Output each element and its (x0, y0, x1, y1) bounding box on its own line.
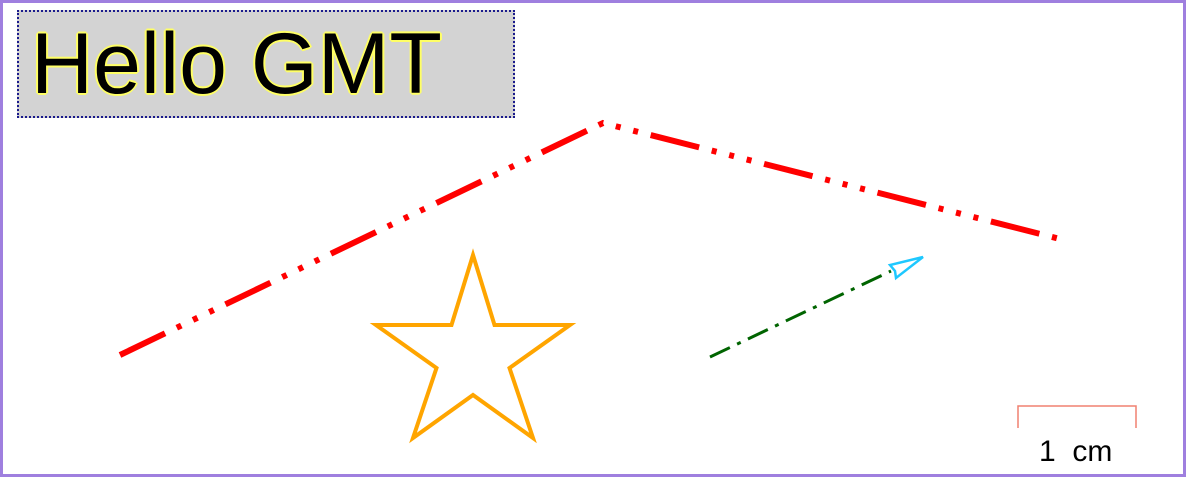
drawing-layer (118, 119, 1137, 444)
vector-line (709, 269, 892, 359)
star-outline (369, 248, 577, 444)
title-text: Hello GMT (31, 16, 442, 112)
title-box (17, 10, 515, 118)
scale-bar-label: 1 cm (1039, 435, 1113, 468)
dash-dot-polyline (118, 119, 1069, 358)
scale-bar (1017, 405, 1137, 428)
vector-arrowhead (887, 255, 924, 281)
